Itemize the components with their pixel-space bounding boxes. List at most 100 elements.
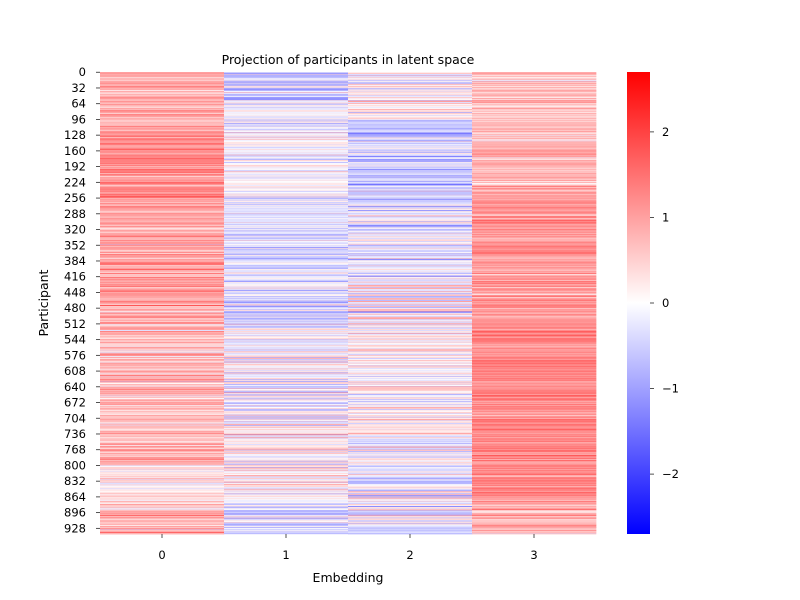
heatmap-cell: [224, 149, 349, 150]
heatmap-cell: [348, 184, 473, 186]
heatmap-cell: [100, 151, 225, 153]
y-tick-label: 32: [71, 81, 86, 95]
heatmap-cell: [348, 106, 473, 108]
heatmap-cell: [224, 361, 349, 363]
heatmap-cell: [100, 167, 225, 169]
heatmap-cell: [224, 158, 349, 160]
heatmap-cell: [472, 180, 597, 182]
heatmap-cell: [100, 425, 225, 427]
heatmap-cell: [100, 348, 225, 349]
heatmap-cell: [224, 401, 349, 403]
heatmap-cell: [348, 107, 473, 109]
heatmap-cell: [348, 377, 473, 378]
heatmap-cell: [224, 517, 349, 519]
heatmap-cell: [472, 525, 597, 526]
heatmap-cell: [224, 185, 349, 186]
heatmap-cell: [224, 197, 349, 199]
heatmap-cell: [100, 515, 225, 517]
heatmap-cell: [224, 316, 349, 318]
heatmap-cell: [472, 312, 597, 314]
heatmap-cell: [224, 133, 349, 135]
heatmap-cell: [224, 312, 349, 314]
heatmap-cell: [348, 354, 473, 355]
heatmap-cell: [348, 427, 473, 429]
heatmap-cell: [224, 324, 349, 326]
heatmap-cell: [472, 135, 597, 137]
heatmap-cell: [100, 228, 225, 230]
heatmap-cell: [348, 287, 473, 289]
heatmap-cell: [472, 332, 597, 334]
heatmap-cell: [224, 411, 349, 413]
heatmap-cell: [472, 286, 597, 288]
heatmap-cell: [348, 127, 473, 129]
heatmap-cell: [348, 532, 473, 533]
heatmap-cell: [100, 391, 225, 393]
heatmap-cell: [472, 163, 597, 165]
heatmap-cell: [100, 414, 225, 415]
heatmap-cell: [348, 160, 473, 162]
heatmap-cell: [348, 425, 473, 427]
heatmap-cell: [348, 426, 473, 428]
heatmap-cell: [224, 199, 349, 201]
heatmap-cell: [224, 114, 349, 116]
heatmap-cell: [100, 258, 225, 260]
heatmap-cell: [100, 442, 225, 443]
heatmap-cell: [100, 84, 225, 86]
heatmap-cell: [348, 460, 473, 462]
heatmap-cell: [100, 122, 225, 124]
heatmap-cell: [224, 131, 349, 133]
heatmap-cell: [348, 155, 473, 157]
heatmap-cell: [472, 265, 597, 266]
heatmap-cell: [348, 368, 473, 370]
heatmap-cell: [472, 448, 597, 450]
heatmap-cell: [348, 434, 473, 435]
heatmap-cell: [100, 210, 225, 212]
heatmap-cell: [224, 358, 349, 359]
heatmap-cell: [348, 112, 473, 114]
heatmap-cell: [472, 268, 597, 269]
heatmap-cell: [224, 486, 349, 488]
heatmap-cell: [100, 260, 225, 262]
heatmap-cell: [348, 197, 473, 199]
heatmap-cell: [224, 472, 349, 473]
heatmap-cell: [348, 471, 473, 472]
heatmap-cell: [100, 421, 225, 423]
heatmap-cell: [224, 170, 349, 172]
heatmap-cell: [100, 175, 225, 176]
heatmap-cell: [472, 98, 597, 99]
heatmap-cell: [472, 82, 597, 84]
heatmap-cell: [224, 164, 349, 166]
heatmap-cell: [224, 504, 349, 505]
heatmap-cell: [100, 262, 225, 263]
heatmap-cell: [224, 295, 349, 296]
heatmap-cell: [348, 263, 473, 265]
heatmap-cell: [224, 256, 349, 258]
heatmap-cell: [472, 335, 597, 337]
heatmap-cell: [472, 341, 597, 343]
heatmap-cell: [472, 377, 597, 379]
heatmap-cell: [224, 372, 349, 374]
heatmap-cell: [100, 178, 225, 180]
heatmap-cell: [224, 200, 349, 202]
heatmap-cell: [472, 477, 597, 479]
heatmap-cell: [100, 157, 225, 158]
heatmap-cell: [100, 515, 225, 517]
heatmap-cell: [348, 531, 473, 533]
heatmap-cell: [100, 378, 225, 379]
heatmap-cell: [100, 77, 225, 79]
heatmap-cell: [348, 526, 473, 528]
heatmap-cell: [472, 197, 597, 199]
heatmap-cell: [348, 479, 473, 481]
heatmap-cell: [472, 310, 597, 312]
heatmap-cell: [472, 161, 597, 163]
heatmap-cell: [224, 192, 349, 194]
heatmap-cell: [472, 399, 597, 401]
heatmap-cell: [472, 84, 597, 86]
heatmap-cell: [348, 496, 473, 498]
heatmap-cell: [348, 95, 473, 97]
heatmap-cell: [224, 126, 349, 128]
heatmap-cell: [100, 297, 225, 299]
heatmap-cell: [224, 515, 349, 517]
heatmap-cell: [100, 502, 225, 504]
heatmap-cell: [100, 504, 225, 505]
